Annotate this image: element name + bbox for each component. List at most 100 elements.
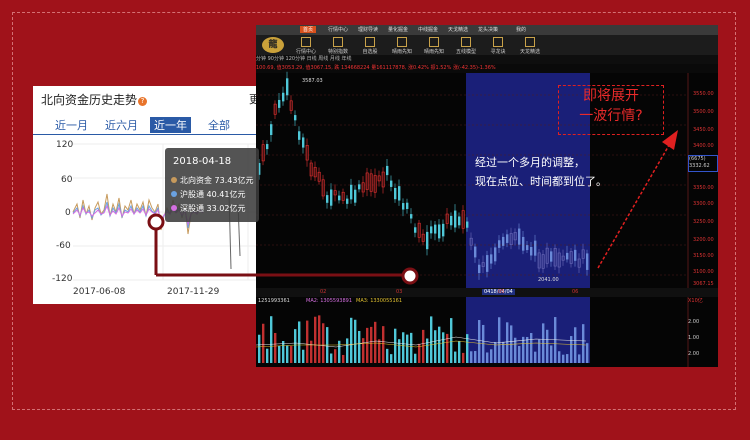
candle	[333, 190, 337, 196]
volume-bar	[558, 351, 561, 363]
candle	[445, 213, 449, 224]
candle	[550, 251, 553, 262]
volume-bar	[394, 328, 397, 363]
tab-1m[interactable]: 近一月	[55, 119, 88, 132]
volume-bar	[398, 339, 401, 363]
candle	[509, 233, 513, 246]
candle	[574, 249, 577, 261]
menu-item[interactable]: 天戈精选	[448, 27, 469, 33]
volume-bar	[466, 334, 469, 363]
menu-item[interactable]: 中线掘金	[418, 27, 439, 33]
volume-bar	[446, 333, 449, 363]
volume-bar	[562, 354, 565, 363]
candle	[282, 92, 285, 102]
volume-bar	[566, 354, 569, 363]
candle	[478, 264, 481, 274]
candle	[466, 221, 469, 228]
volume-bar	[406, 334, 409, 363]
tab-1y[interactable]: 近一年	[150, 117, 191, 133]
candle	[566, 252, 569, 260]
candle	[498, 240, 501, 248]
help-icon[interactable]: ?	[138, 97, 148, 106]
vol-axis-label: X10亿	[688, 298, 703, 304]
candle	[309, 162, 313, 177]
y-tick: 120	[56, 140, 74, 150]
candle	[450, 215, 453, 226]
menu-item[interactable]: 理财导读	[358, 27, 379, 33]
volume-bar	[506, 322, 509, 363]
price-tick: 3350.00	[693, 185, 714, 191]
star-icon	[365, 37, 375, 47]
volume-bar	[378, 339, 381, 363]
volume-bar	[518, 346, 521, 363]
stock-terminal-window: 首页 行情中心 理财导读 量化掘金 中线掘金 天戈精选 龙头决策 我的 龍 行情…	[256, 25, 718, 367]
toolbar-button[interactable]: 寻龙诀	[488, 37, 508, 55]
candle	[557, 252, 561, 268]
candle	[541, 254, 545, 269]
volume-bar	[498, 317, 501, 363]
candle	[294, 115, 297, 121]
candle	[481, 262, 485, 267]
candle	[402, 203, 405, 210]
candle	[341, 191, 345, 201]
cursor-date: 0418/04/04	[482, 289, 515, 295]
toolbar-button[interactable]: 晴雨先知	[424, 37, 444, 55]
date-tick: 05	[498, 289, 505, 295]
volume-bar	[414, 353, 417, 363]
menu-item[interactable]: 龙头决策	[478, 27, 499, 33]
candle	[426, 231, 429, 250]
candle	[317, 171, 321, 182]
date-tick: 02	[320, 289, 327, 295]
menu-item[interactable]: 我的	[516, 27, 527, 33]
date-axis: 02 03 0418/04/04 05 06	[256, 288, 718, 297]
volume-bar	[530, 333, 533, 363]
more-link[interactable]: 更	[249, 93, 260, 106]
toolbar-button[interactable]: 自选股	[360, 37, 380, 55]
candle	[569, 251, 573, 264]
price-tick: 3067.15	[693, 281, 714, 287]
brand-logo: 龍	[262, 37, 284, 53]
volume-bar	[306, 320, 309, 363]
volume-bar	[374, 321, 377, 363]
tab-all[interactable]: 全部	[208, 119, 230, 132]
candles	[258, 71, 589, 280]
volume-bar	[578, 354, 581, 363]
candle	[261, 144, 265, 162]
period-selector[interactable]: 分钟 90分钟 120分钟 日线 周线 月线 年线	[256, 55, 718, 64]
toolbar-button[interactable]: 行情中心	[296, 37, 316, 55]
volume-bar	[362, 338, 365, 363]
tab-6m[interactable]: 近六月	[105, 119, 138, 132]
menu-home[interactable]: 首页	[300, 26, 317, 33]
volume-bar	[450, 318, 453, 363]
volume-bar	[302, 349, 305, 363]
search-icon	[493, 37, 503, 47]
volume-bar	[274, 332, 277, 363]
volume-bar	[462, 352, 465, 363]
menu-item[interactable]: 行情中心	[328, 27, 349, 33]
candle	[421, 233, 425, 242]
candle	[354, 189, 357, 203]
y-tick: -120	[52, 274, 73, 284]
chart-tooltip: 2018-04-18 北向资金 73.43亿元 沪股通 40.41亿元 深股通 33.…	[165, 148, 259, 222]
volume-bar	[370, 326, 373, 363]
candle	[381, 171, 385, 188]
volume-bar	[322, 323, 325, 363]
toolbar-button[interactable]: 特别指数	[328, 37, 348, 55]
toolbar-button[interactable]: 五线模型	[456, 37, 476, 55]
candle	[266, 144, 269, 150]
volume-bar	[290, 346, 293, 363]
volume-bar	[346, 338, 349, 363]
volume-bar	[270, 316, 273, 363]
volume-legend: 1251993361 MA2: 1305593891 MA3: 13300551…	[258, 298, 403, 304]
candle	[545, 247, 549, 264]
volume-bar	[318, 315, 321, 363]
vol-axis-label: 1.00	[688, 335, 700, 341]
toolbar-button[interactable]: 天龙精选	[520, 37, 540, 55]
candle	[326, 195, 329, 203]
volume-bar	[358, 330, 361, 363]
menu-item[interactable]: 量化掘金	[388, 27, 409, 33]
toolbar-button[interactable]: 晴雨先知	[392, 37, 412, 55]
toolbar: 龍 行情中心 特别指数 自选股 晴雨先知 晴雨先知 五线模型 寻龙诀 天龙精选	[256, 35, 718, 55]
volume-bar	[442, 332, 445, 363]
candle	[414, 227, 417, 233]
